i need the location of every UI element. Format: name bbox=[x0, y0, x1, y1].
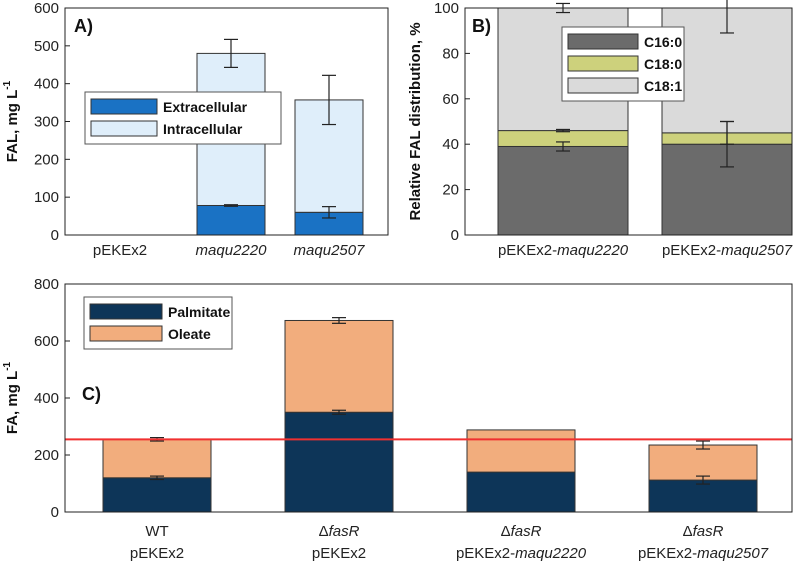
y-tick-label: 500 bbox=[34, 38, 59, 55]
legend-swatch bbox=[89, 303, 163, 320]
y-axis-label: Relative FAL distribution, % bbox=[407, 22, 424, 220]
x-tick-label-line1: ΔfasR bbox=[319, 523, 360, 540]
y-tick-label: 100 bbox=[34, 189, 59, 206]
x-tick-label: maqu2507 bbox=[294, 242, 366, 259]
x-tick-label: maqu2220 bbox=[196, 242, 268, 259]
x-tick-label-line2: pEKEx2 bbox=[312, 545, 366, 562]
legend-label: Oleate bbox=[168, 326, 211, 342]
error-bar-oleate-2 bbox=[332, 317, 346, 324]
y-tick-label: 200 bbox=[34, 151, 59, 168]
bar-oleate-2 bbox=[284, 319, 394, 413]
bar-c16-0-1 bbox=[497, 145, 629, 236]
bar-oleate-4 bbox=[648, 444, 758, 481]
y-tick-label: 400 bbox=[34, 76, 59, 93]
y-tick-label: 20 bbox=[442, 182, 459, 199]
y-tick-label: 600 bbox=[34, 333, 59, 350]
y-tick-label: 60 bbox=[442, 91, 459, 108]
x-tick-label-line1: WT bbox=[145, 523, 168, 540]
legend-swatch bbox=[567, 33, 639, 50]
legend-swatch bbox=[89, 325, 163, 342]
y-axis-label: FA, mg L-1 bbox=[2, 361, 21, 434]
x-tick-label-line1: ΔfasR bbox=[683, 523, 724, 540]
bar-palmitate-1 bbox=[102, 477, 212, 513]
bar-oleate-3 bbox=[466, 429, 576, 473]
y-tick-label: 0 bbox=[451, 227, 459, 244]
x-tick-label: pEKEx2-maqu2220 bbox=[498, 242, 629, 259]
error-bar-oleate-4 bbox=[696, 440, 710, 450]
panel-label: C) bbox=[82, 384, 101, 404]
y-axis-label: FAL, mg L-1 bbox=[2, 80, 21, 162]
panel-label: B) bbox=[472, 16, 491, 36]
x-tick-label: pEKEx2-maqu2507 bbox=[662, 242, 793, 259]
error-bar-palmitate-2 bbox=[332, 409, 346, 415]
legend: Extracellular Intracellular bbox=[84, 91, 282, 145]
y-tick-label: 800 bbox=[34, 276, 59, 293]
error-bar-c18-0-1 bbox=[556, 128, 570, 133]
legend-label: Palmitate bbox=[168, 304, 230, 320]
legend-label: C18:1 bbox=[644, 78, 682, 94]
y-tick-label: 600 bbox=[34, 0, 59, 17]
bar-palmitate-4 bbox=[648, 479, 758, 513]
error-bar-intracellular-3 bbox=[322, 74, 336, 126]
y-tick-label: 100 bbox=[434, 0, 459, 17]
bar-extracellular-2 bbox=[196, 204, 266, 236]
y-tick-label: 80 bbox=[442, 45, 459, 62]
error-bar-c16-0-1 bbox=[556, 141, 570, 152]
x-tick-label-line2: pEKEx2-maqu2220 bbox=[456, 545, 587, 562]
x-tick-label-line2: pEKEx2 bbox=[130, 545, 184, 562]
x-tick-label: pEKEx2 bbox=[93, 242, 147, 259]
x-tick-label-line2: pEKEx2-maqu2507 bbox=[638, 545, 769, 562]
bar-oleate-1 bbox=[102, 438, 212, 479]
y-tick-label: 300 bbox=[34, 114, 59, 131]
y-tick-label: 400 bbox=[34, 390, 59, 407]
error-bar-palmitate-1 bbox=[150, 475, 164, 481]
panel-c: 0 200 400 600 800 WT pEKEx2 ΔfasR pEKEx2 ΔfasR pEK… bbox=[2, 276, 793, 562]
legend-swatch bbox=[567, 77, 639, 94]
error-bar-intracellular-2 bbox=[224, 38, 238, 68]
error-bar-c18-0-2 bbox=[720, 120, 734, 145]
legend-label: Extracellular bbox=[163, 99, 248, 115]
error-bar-extracellular-3 bbox=[322, 206, 336, 219]
bar-palmitate-3 bbox=[466, 471, 576, 513]
legend: C16:0 C18:0 C18:1 bbox=[561, 26, 685, 102]
legend-label: C18:0 bbox=[644, 56, 682, 72]
error-bar-extracellular-2 bbox=[224, 204, 238, 207]
panel-label: A) bbox=[74, 16, 93, 36]
error-bar-palmitate-4 bbox=[696, 475, 710, 485]
bar-palmitate-2 bbox=[284, 411, 394, 513]
y-tick-label: 0 bbox=[51, 227, 59, 244]
legend: Palmitate Oleate bbox=[83, 296, 233, 350]
x-tick-label-line1: ΔfasR bbox=[501, 523, 542, 540]
plot-frame bbox=[464, 7, 793, 236]
y-tick-label: 200 bbox=[34, 447, 59, 464]
legend-swatch bbox=[90, 120, 158, 137]
legend-swatch bbox=[567, 55, 639, 72]
panel-b: 0 20 40 60 80 100 pEKEx2-maqu2220 pEKEx2-maqu25… bbox=[407, 0, 793, 259]
legend-label: Intracellular bbox=[163, 121, 243, 137]
y-tick-label: 0 bbox=[51, 504, 59, 521]
y-tick-label: 40 bbox=[442, 136, 459, 153]
panel-a: 0 100 200 300 400 500 600 pEKEx2 maqu2220 maqu250… bbox=[2, 0, 389, 259]
legend-label: C16:0 bbox=[644, 34, 682, 50]
legend-swatch bbox=[90, 98, 158, 115]
